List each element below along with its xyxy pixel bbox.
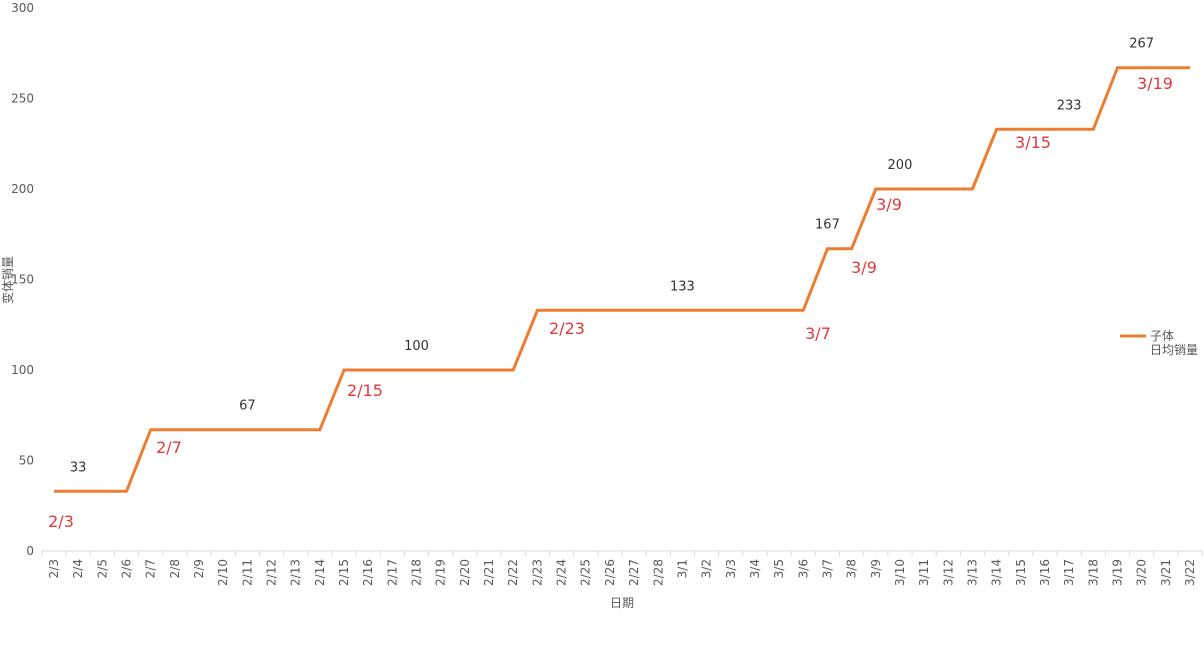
- x-tick-label: 2/18: [410, 559, 424, 586]
- data-label: 33: [70, 460, 87, 475]
- x-tick-label: 2/12: [265, 559, 279, 586]
- x-tick-label: 2/19: [434, 559, 448, 586]
- data-label: 233: [1057, 98, 1082, 113]
- y-tick-label: 250: [11, 92, 34, 106]
- x-tick-label: 2/5: [95, 559, 109, 578]
- annotation: 2/3: [48, 512, 74, 531]
- annotation: 3/7: [805, 324, 831, 343]
- x-tick-label: 3/2: [700, 559, 714, 578]
- x-tick-label: 2/9: [192, 559, 206, 578]
- y-tick-label: 100: [11, 363, 34, 377]
- x-tick-label: 3/4: [748, 559, 762, 578]
- x-tick-label: 2/27: [627, 559, 641, 586]
- x-tick-label: 3/17: [1062, 559, 1076, 586]
- x-tick-label: 3/13: [965, 559, 979, 586]
- x-tick-label: 2/4: [71, 559, 85, 578]
- y-tick-label: 200: [11, 182, 34, 196]
- x-tick-label: 3/15: [1014, 559, 1028, 586]
- annotation: 3/15: [1015, 133, 1051, 152]
- x-tick-label: 2/26: [603, 559, 617, 586]
- x-tick-label: 2/28: [651, 559, 665, 586]
- x-tick-label: 3/12: [941, 559, 955, 586]
- data-label: 100: [404, 339, 429, 354]
- x-tick-label: 2/20: [458, 559, 472, 586]
- line-series: [54, 66, 1190, 493]
- x-tick-label: 3/3: [724, 559, 738, 578]
- x-tick-label: 2/14: [313, 559, 327, 586]
- x-tick-label: 2/17: [385, 559, 399, 586]
- annotation: 3/9: [876, 195, 902, 214]
- x-tick-label: 2/10: [216, 559, 230, 586]
- annotation: 3/9: [851, 258, 877, 277]
- x-tick-label: 3/5: [772, 559, 786, 578]
- x-tick-label: 3/16: [1038, 559, 1052, 586]
- x-tick-label: 3/9: [869, 559, 883, 578]
- x-tick-label: 2/16: [361, 559, 375, 586]
- x-tick-label: 2/23: [530, 559, 544, 586]
- y-tick-label: 300: [11, 1, 34, 15]
- x-tick-label: 2/21: [482, 559, 496, 586]
- x-tick-label: 3/21: [1159, 559, 1173, 586]
- x-tick-label: 3/8: [845, 559, 859, 578]
- x-axis-label: 日期: [610, 596, 634, 610]
- y-tick-label: 150: [11, 273, 34, 287]
- x-tick-label: 3/14: [990, 559, 1004, 586]
- annotation: 2/23: [549, 319, 585, 338]
- y-tick-label: 50: [19, 454, 34, 468]
- annotation: 3/19: [1137, 74, 1173, 93]
- x-tick-label: 3/6: [796, 559, 810, 578]
- x-tick-label: 3/19: [1110, 559, 1124, 586]
- annotation: 2/7: [156, 438, 182, 457]
- x-tick-label: 3/20: [1135, 559, 1149, 586]
- y-axis-label: 变体销量: [0, 256, 15, 304]
- x-tick-label: 3/11: [917, 559, 931, 586]
- x-tick-label: 3/18: [1086, 559, 1100, 586]
- data-label: 200: [888, 158, 913, 173]
- x-tick-label: 3/22: [1183, 559, 1197, 586]
- data-label: 167: [815, 218, 840, 233]
- x-tick-label: 3/7: [820, 559, 834, 578]
- x-tick-label: 3/10: [893, 559, 907, 586]
- x-tick-label: 2/11: [240, 559, 254, 586]
- x-tick-label: 2/15: [337, 559, 351, 586]
- data-label: 133: [670, 279, 695, 294]
- x-tick-label: 3/1: [675, 559, 689, 578]
- x-tick-label: 2/8: [168, 559, 182, 578]
- x-tick-label: 2/22: [506, 559, 520, 586]
- x-tick-label: 2/7: [144, 559, 158, 578]
- x-tick-label: 2/3: [47, 559, 61, 578]
- data-label: 267: [1129, 37, 1154, 52]
- data-label: 67: [239, 399, 256, 414]
- x-tick-label: 2/13: [289, 559, 303, 586]
- legend-label: 子体 日均销量: [1150, 329, 1199, 357]
- x-tick-label: 2/6: [120, 559, 134, 578]
- x-tick-label: 2/25: [579, 559, 593, 586]
- y-tick-label: 0: [26, 544, 34, 558]
- annotation: 2/15: [347, 381, 383, 400]
- x-tick-label: 2/24: [555, 559, 569, 586]
